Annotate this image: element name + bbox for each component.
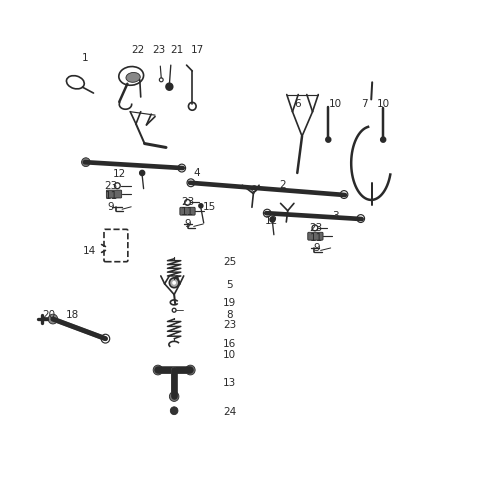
Text: 13: 13: [223, 378, 236, 388]
Text: 8: 8: [226, 310, 233, 320]
Text: 11: 11: [310, 233, 323, 243]
Text: 20: 20: [43, 310, 56, 320]
Text: 23: 23: [152, 45, 166, 55]
Text: 25: 25: [223, 257, 236, 267]
Text: 7: 7: [361, 99, 367, 109]
Text: 19: 19: [223, 298, 236, 308]
Circle shape: [199, 204, 203, 208]
Circle shape: [270, 217, 275, 222]
FancyBboxPatch shape: [308, 232, 323, 240]
Text: 9: 9: [313, 244, 320, 253]
FancyBboxPatch shape: [180, 207, 195, 215]
Text: 18: 18: [65, 310, 79, 320]
Text: 12: 12: [113, 169, 126, 179]
Text: 16: 16: [223, 339, 236, 349]
Circle shape: [186, 365, 195, 375]
Circle shape: [82, 158, 90, 167]
Circle shape: [170, 407, 178, 415]
Circle shape: [48, 314, 58, 324]
Text: 15: 15: [203, 202, 216, 212]
Text: 11: 11: [105, 190, 118, 201]
FancyBboxPatch shape: [107, 190, 121, 198]
Circle shape: [140, 171, 144, 176]
Text: 10: 10: [377, 99, 390, 109]
Circle shape: [166, 83, 173, 90]
Text: 5: 5: [226, 280, 233, 290]
Text: 2: 2: [280, 180, 286, 190]
Circle shape: [153, 365, 163, 375]
Text: 9: 9: [108, 202, 114, 212]
Text: 6: 6: [294, 99, 300, 109]
Circle shape: [326, 137, 331, 142]
Text: 22: 22: [131, 45, 144, 55]
Circle shape: [381, 137, 385, 142]
Text: 23: 23: [105, 181, 118, 191]
Circle shape: [169, 278, 179, 288]
Text: 1: 1: [82, 53, 88, 63]
Text: 3: 3: [332, 211, 339, 221]
Circle shape: [172, 281, 176, 285]
Text: 23: 23: [310, 223, 323, 233]
Ellipse shape: [126, 72, 140, 82]
Text: 23: 23: [181, 197, 194, 208]
Text: 4: 4: [194, 168, 200, 178]
Text: 23: 23: [223, 320, 236, 330]
Text: 21: 21: [170, 45, 184, 55]
Text: 11: 11: [181, 207, 194, 217]
Text: 14: 14: [83, 246, 96, 256]
Circle shape: [169, 391, 179, 401]
Text: 10: 10: [223, 351, 236, 360]
Text: 10: 10: [329, 99, 342, 109]
Text: 24: 24: [223, 407, 236, 417]
Text: 17: 17: [191, 45, 204, 55]
Text: 12: 12: [264, 215, 277, 225]
Text: 9: 9: [184, 219, 191, 229]
